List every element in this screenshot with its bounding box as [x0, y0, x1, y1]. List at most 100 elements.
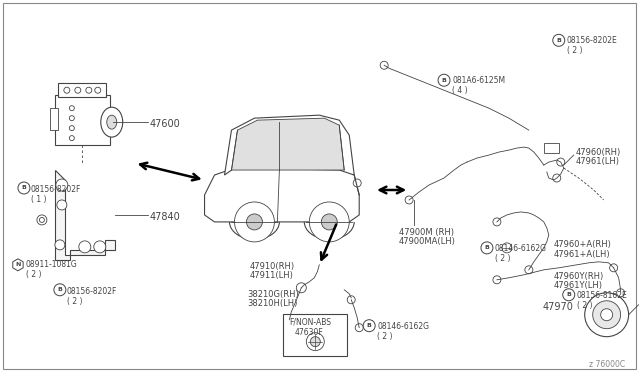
Circle shape: [284, 315, 294, 325]
Circle shape: [601, 309, 612, 321]
Text: 08156-8202F: 08156-8202F: [31, 185, 81, 194]
Circle shape: [363, 320, 375, 332]
Circle shape: [54, 284, 66, 296]
Text: B: B: [22, 186, 26, 190]
Circle shape: [438, 74, 450, 86]
Text: 47960Y(RH): 47960Y(RH): [554, 272, 604, 281]
Text: 47630F: 47630F: [294, 328, 323, 337]
Circle shape: [37, 215, 47, 225]
Text: B: B: [442, 78, 447, 83]
Text: 47600: 47600: [150, 119, 180, 129]
Circle shape: [493, 218, 501, 226]
Circle shape: [563, 289, 575, 301]
Text: ( 2 ): ( 2 ): [577, 301, 592, 310]
Text: ( 2 ): ( 2 ): [67, 297, 83, 306]
Text: ( 2 ): ( 2 ): [377, 332, 393, 341]
FancyBboxPatch shape: [50, 108, 58, 130]
Circle shape: [56, 179, 68, 191]
Text: B: B: [484, 246, 490, 250]
Circle shape: [296, 283, 307, 293]
Text: 47900MA(LH): 47900MA(LH): [399, 237, 456, 246]
Circle shape: [307, 333, 324, 351]
Circle shape: [69, 126, 74, 131]
Text: 081A6-6125M: 081A6-6125M: [452, 76, 505, 85]
Circle shape: [553, 174, 561, 182]
Polygon shape: [13, 259, 23, 271]
Circle shape: [553, 34, 564, 46]
Circle shape: [405, 196, 413, 204]
Circle shape: [64, 87, 70, 93]
FancyBboxPatch shape: [55, 95, 109, 145]
Text: 08156-8202E: 08156-8202E: [567, 36, 618, 45]
Circle shape: [585, 293, 628, 337]
Circle shape: [246, 214, 262, 230]
Ellipse shape: [100, 107, 123, 137]
Text: 47961+A(LH): 47961+A(LH): [554, 250, 611, 259]
Text: F/NON-ABS: F/NON-ABS: [289, 318, 332, 327]
Circle shape: [40, 217, 44, 222]
Text: 47911(LH): 47911(LH): [250, 271, 293, 280]
Circle shape: [355, 324, 363, 332]
Text: ( 4 ): ( 4 ): [452, 86, 468, 95]
Circle shape: [380, 61, 388, 69]
Circle shape: [610, 264, 618, 272]
Text: B: B: [58, 287, 62, 292]
Text: 47910(RH): 47910(RH): [250, 262, 294, 271]
Circle shape: [321, 214, 337, 230]
Text: 47961Y(LH): 47961Y(LH): [554, 281, 603, 290]
Text: z 76000C: z 76000C: [589, 360, 625, 369]
Circle shape: [557, 158, 564, 166]
Text: B: B: [566, 292, 571, 297]
Text: ( 2 ): ( 2 ): [495, 254, 511, 263]
Circle shape: [593, 301, 621, 329]
Polygon shape: [205, 165, 359, 222]
Circle shape: [55, 240, 65, 250]
Text: 47840: 47840: [150, 212, 180, 222]
Text: 08146-6162G: 08146-6162G: [377, 322, 429, 331]
Text: 38210G(RH): 38210G(RH): [248, 290, 300, 299]
Circle shape: [502, 243, 512, 253]
Circle shape: [94, 241, 106, 253]
Text: ( 1 ): ( 1 ): [31, 195, 47, 204]
Text: 08156-8162E: 08156-8162E: [577, 291, 627, 300]
Circle shape: [353, 179, 361, 187]
Circle shape: [18, 182, 30, 194]
Circle shape: [309, 202, 349, 242]
Text: 08156-8202F: 08156-8202F: [67, 287, 117, 296]
Circle shape: [69, 116, 74, 121]
Circle shape: [234, 202, 275, 242]
Text: B: B: [367, 323, 372, 328]
Text: N: N: [15, 262, 20, 267]
Circle shape: [493, 276, 501, 284]
Polygon shape: [55, 170, 115, 260]
Text: B: B: [556, 38, 561, 43]
Text: 47961(LH): 47961(LH): [576, 157, 620, 166]
Text: ( 2 ): ( 2 ): [26, 270, 42, 279]
Circle shape: [348, 296, 355, 304]
Text: 47960(RH): 47960(RH): [576, 148, 621, 157]
Circle shape: [69, 136, 74, 141]
Circle shape: [69, 106, 74, 110]
Text: ( 2 ): ( 2 ): [567, 46, 582, 55]
Circle shape: [95, 87, 100, 93]
Circle shape: [481, 242, 493, 254]
Text: 47900M (RH): 47900M (RH): [399, 228, 454, 237]
Circle shape: [79, 241, 91, 253]
Circle shape: [86, 87, 92, 93]
Circle shape: [75, 87, 81, 93]
Circle shape: [616, 289, 625, 297]
Text: 47970: 47970: [543, 302, 573, 312]
Circle shape: [525, 266, 533, 274]
Bar: [544, 143, 559, 153]
Circle shape: [57, 200, 67, 210]
Circle shape: [310, 337, 320, 347]
Text: 47960+A(RH): 47960+A(RH): [554, 240, 612, 249]
Polygon shape: [225, 115, 354, 175]
Polygon shape: [232, 118, 344, 170]
Text: 38210H(LH): 38210H(LH): [248, 299, 298, 308]
FancyBboxPatch shape: [284, 314, 348, 356]
FancyBboxPatch shape: [58, 83, 106, 97]
Text: 08911-1081G: 08911-1081G: [26, 260, 77, 269]
Ellipse shape: [107, 115, 116, 129]
Text: 08146-6162G: 08146-6162G: [495, 244, 547, 253]
